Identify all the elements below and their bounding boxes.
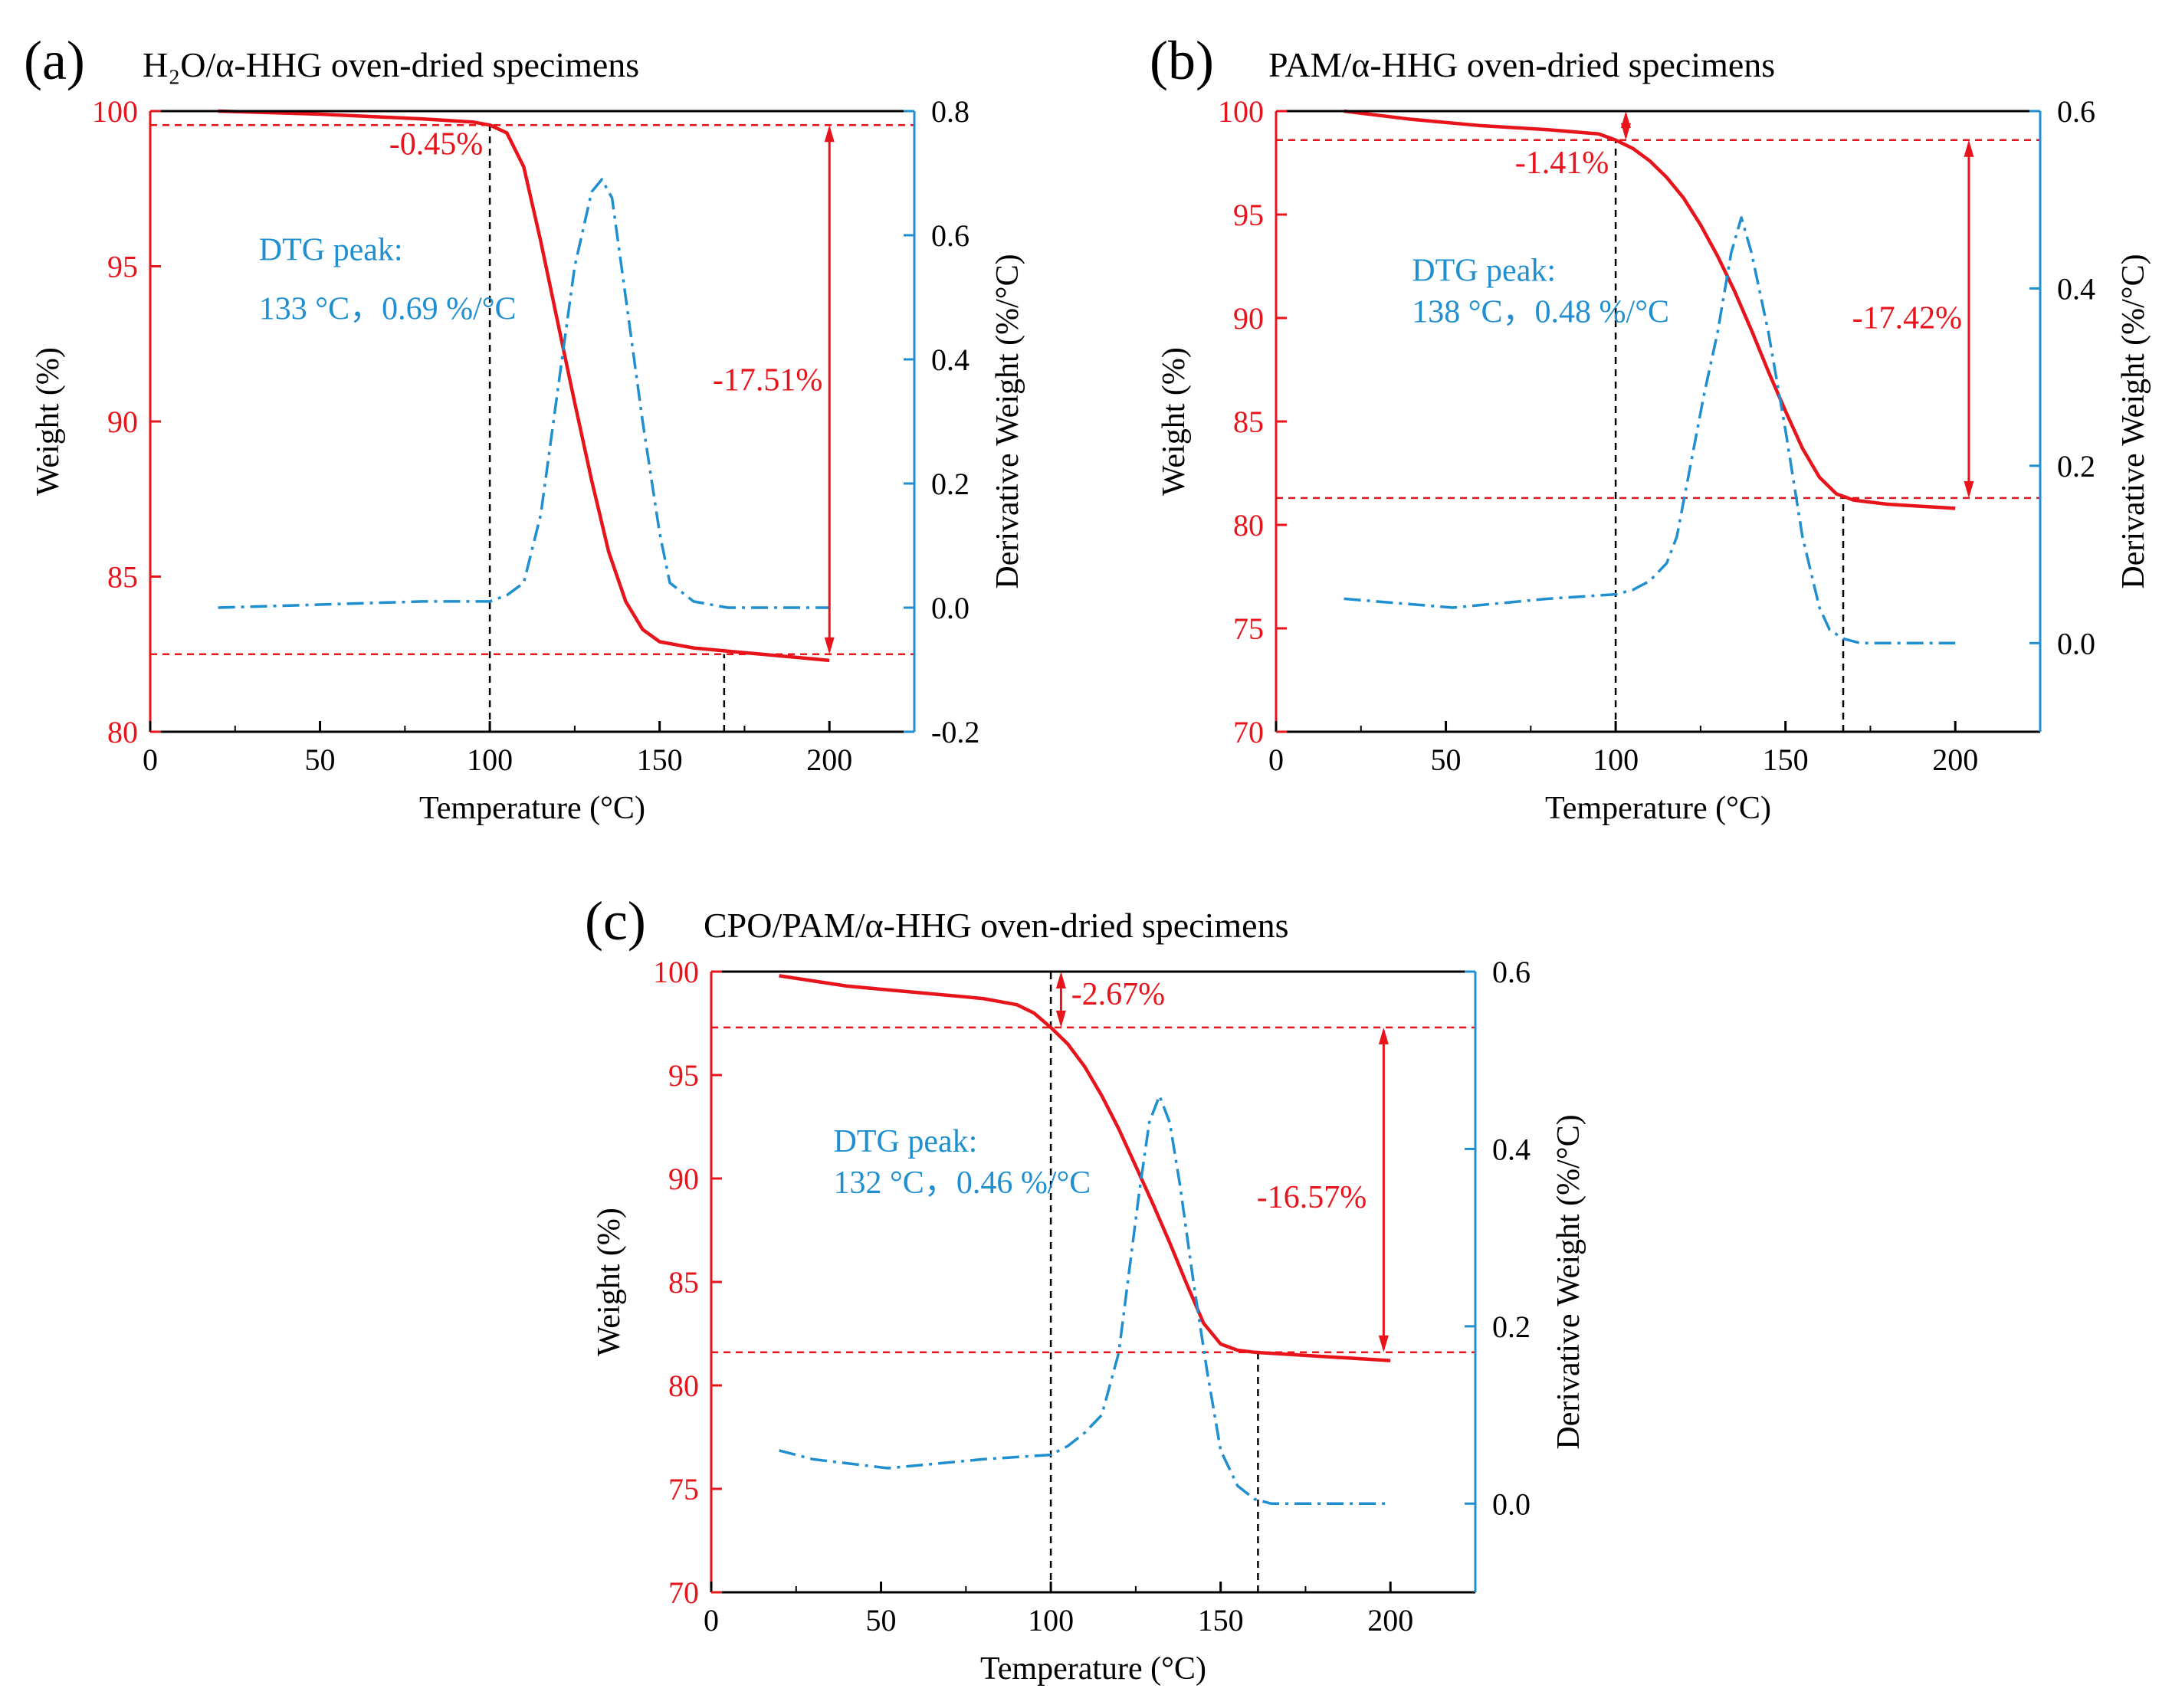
y-left-tick-label: 75 [1233,611,1264,646]
y-left-tick-label: 85 [107,560,138,595]
y-right-tick-label: 0.2 [1492,1310,1531,1344]
panel-label: (a) [24,30,85,91]
y-left-axis-label: Weight (%) [1157,347,1192,496]
panel-a: (a) H₂O/α-HHG oven-dried specimens -0.45% -… [24,30,1025,826]
y-right-tick-label: -0.2 [931,715,979,749]
y-right-tick-label: 0.8 [931,94,970,129]
dtg-curve [218,178,830,609]
y-left-tick-label: 95 [668,1058,699,1093]
annotation-4: 138 °C，0.48 %/°C [1412,294,1669,329]
weight-curve [779,974,1391,1362]
x-tick-label: 50 [866,1603,897,1638]
weight-loss-arrow-1 [1620,111,1631,140]
annotation-2: -16.57% [1257,1180,1367,1215]
x-tick-label: 150 [1763,743,1809,777]
arrow-head-bottom [1620,123,1631,140]
y-right-tick-label: 0.4 [931,343,970,377]
x-tick-label: 200 [1932,743,1978,777]
y-right-tick-label: 0.4 [2057,271,2095,306]
y-left-tick-label: 95 [107,250,138,284]
y-left-tick-label: 85 [668,1265,699,1300]
annotation-1: -0.45% [389,127,483,162]
y-left-tick-label: 90 [668,1162,699,1196]
annotation-1: -2.67% [1071,977,1165,1012]
x-tick-label: 0 [1268,743,1284,777]
y-left-tick-label: 85 [1233,405,1264,439]
annotation-4: 133 °C，0.69 %/°C [259,291,517,326]
x-tick-label: 100 [1593,743,1639,777]
y-right-axis-label: Derivative Weight (%/°C) [1551,1114,1586,1449]
weight-curve [218,109,830,663]
y-left-tick-label: 100 [1218,94,1264,129]
x-tick-label: 50 [1431,743,1462,777]
x-tick-label: 150 [1198,1603,1244,1638]
panel-label: (b) [1150,30,1214,91]
annotation-3: DTG peak: [834,1124,978,1159]
weight-loss-arrow-2 [1964,139,1974,498]
dtg-curve [779,1094,1391,1506]
arrow-head-bottom [1964,480,1974,498]
x-tick-label: 150 [637,743,683,777]
y-right-tick-label: 0.6 [2057,94,2095,129]
dtg-curve [1344,216,1956,645]
x-axis-label: Temperature (°C) [980,1651,1206,1687]
y-right-tick-label: 0.0 [1492,1487,1531,1521]
x-axis-label: Temperature (°C) [1545,791,1771,826]
y-left-tick-label: 100 [92,94,138,129]
arrow-head-top [1378,1027,1389,1044]
arrow-head-top [824,125,835,143]
weight-curve [1344,109,1956,510]
x-tick-label: 0 [143,743,158,777]
weight-loss-arrow-2 [1378,1027,1389,1352]
y-left-tick-label: 70 [668,1575,699,1610]
annotation-3: DTG peak: [259,232,403,267]
panel-b: (b) PAM/α-HHG oven-dried specimens -1.41% -… [1150,30,2151,826]
annotation-4: 132 °C，0.46 %/°C [834,1165,1091,1201]
y-left-tick-label: 90 [107,405,138,439]
x-tick-label: 100 [1028,1603,1074,1638]
y-right-tick-label: 0.0 [2057,626,2095,661]
y-right-axis-label: Derivative Weight (%/°C) [990,254,1025,588]
x-tick-label: 100 [467,743,513,777]
y-left-tick-label: 75 [668,1472,699,1506]
y-right-axis-label: Derivative Weight (%/°C) [2116,254,2151,588]
y-left-tick-label: 90 [1233,301,1264,336]
panel-title: PAM/α-HHG oven-dried specimens [1268,45,1775,84]
y-right-tick-label: 0.4 [1492,1132,1531,1166]
weight-loss-arrow-1 [1055,972,1066,1028]
x-tick-label: 200 [1367,1603,1413,1638]
panel-title: H₂O/α-HHG oven-dried specimens [143,45,639,84]
annotation-2: -17.42% [1852,301,1962,336]
y-left-tick-label: 100 [653,955,699,989]
y-left-tick-label: 70 [1233,715,1264,749]
arrow-head-bottom [1378,1335,1389,1352]
x-axis-label: Temperature (°C) [419,791,645,826]
y-right-tick-label: 0.6 [931,218,970,253]
y-right-tick-label: 0.2 [931,467,970,501]
arrow-head-top [1055,972,1066,988]
x-tick-label: 50 [305,743,336,777]
annotation-2: -17.51% [713,363,822,398]
y-right-tick-label: 0.0 [931,591,970,625]
y-right-tick-label: 0.2 [2057,449,2095,484]
y-left-axis-label: Weight (%) [31,347,66,496]
panel-label: (c) [585,890,646,952]
arrow-head-bottom [1055,1010,1066,1028]
panel-c: (c) CPO/PAM/α-HHG oven-dried specimens -2.… [585,890,1586,1687]
x-tick-label: 0 [704,1603,719,1638]
y-left-axis-label: Weight (%) [592,1208,627,1356]
y-left-tick-label: 80 [107,715,138,749]
weight-loss-arrow-1 [824,125,835,654]
y-left-tick-label: 95 [1233,198,1264,232]
y-left-tick-label: 80 [668,1369,699,1403]
annotation-1: -1.41% [1515,146,1609,181]
arrow-head-bottom [824,637,835,654]
panel-title: CPO/PAM/α-HHG oven-dried specimens [704,906,1288,945]
y-right-tick-label: 0.6 [1492,955,1531,989]
x-tick-label: 200 [806,743,852,777]
annotation-3: DTG peak: [1412,253,1556,288]
arrow-head-top [1964,139,1974,157]
y-left-tick-label: 80 [1233,508,1264,543]
